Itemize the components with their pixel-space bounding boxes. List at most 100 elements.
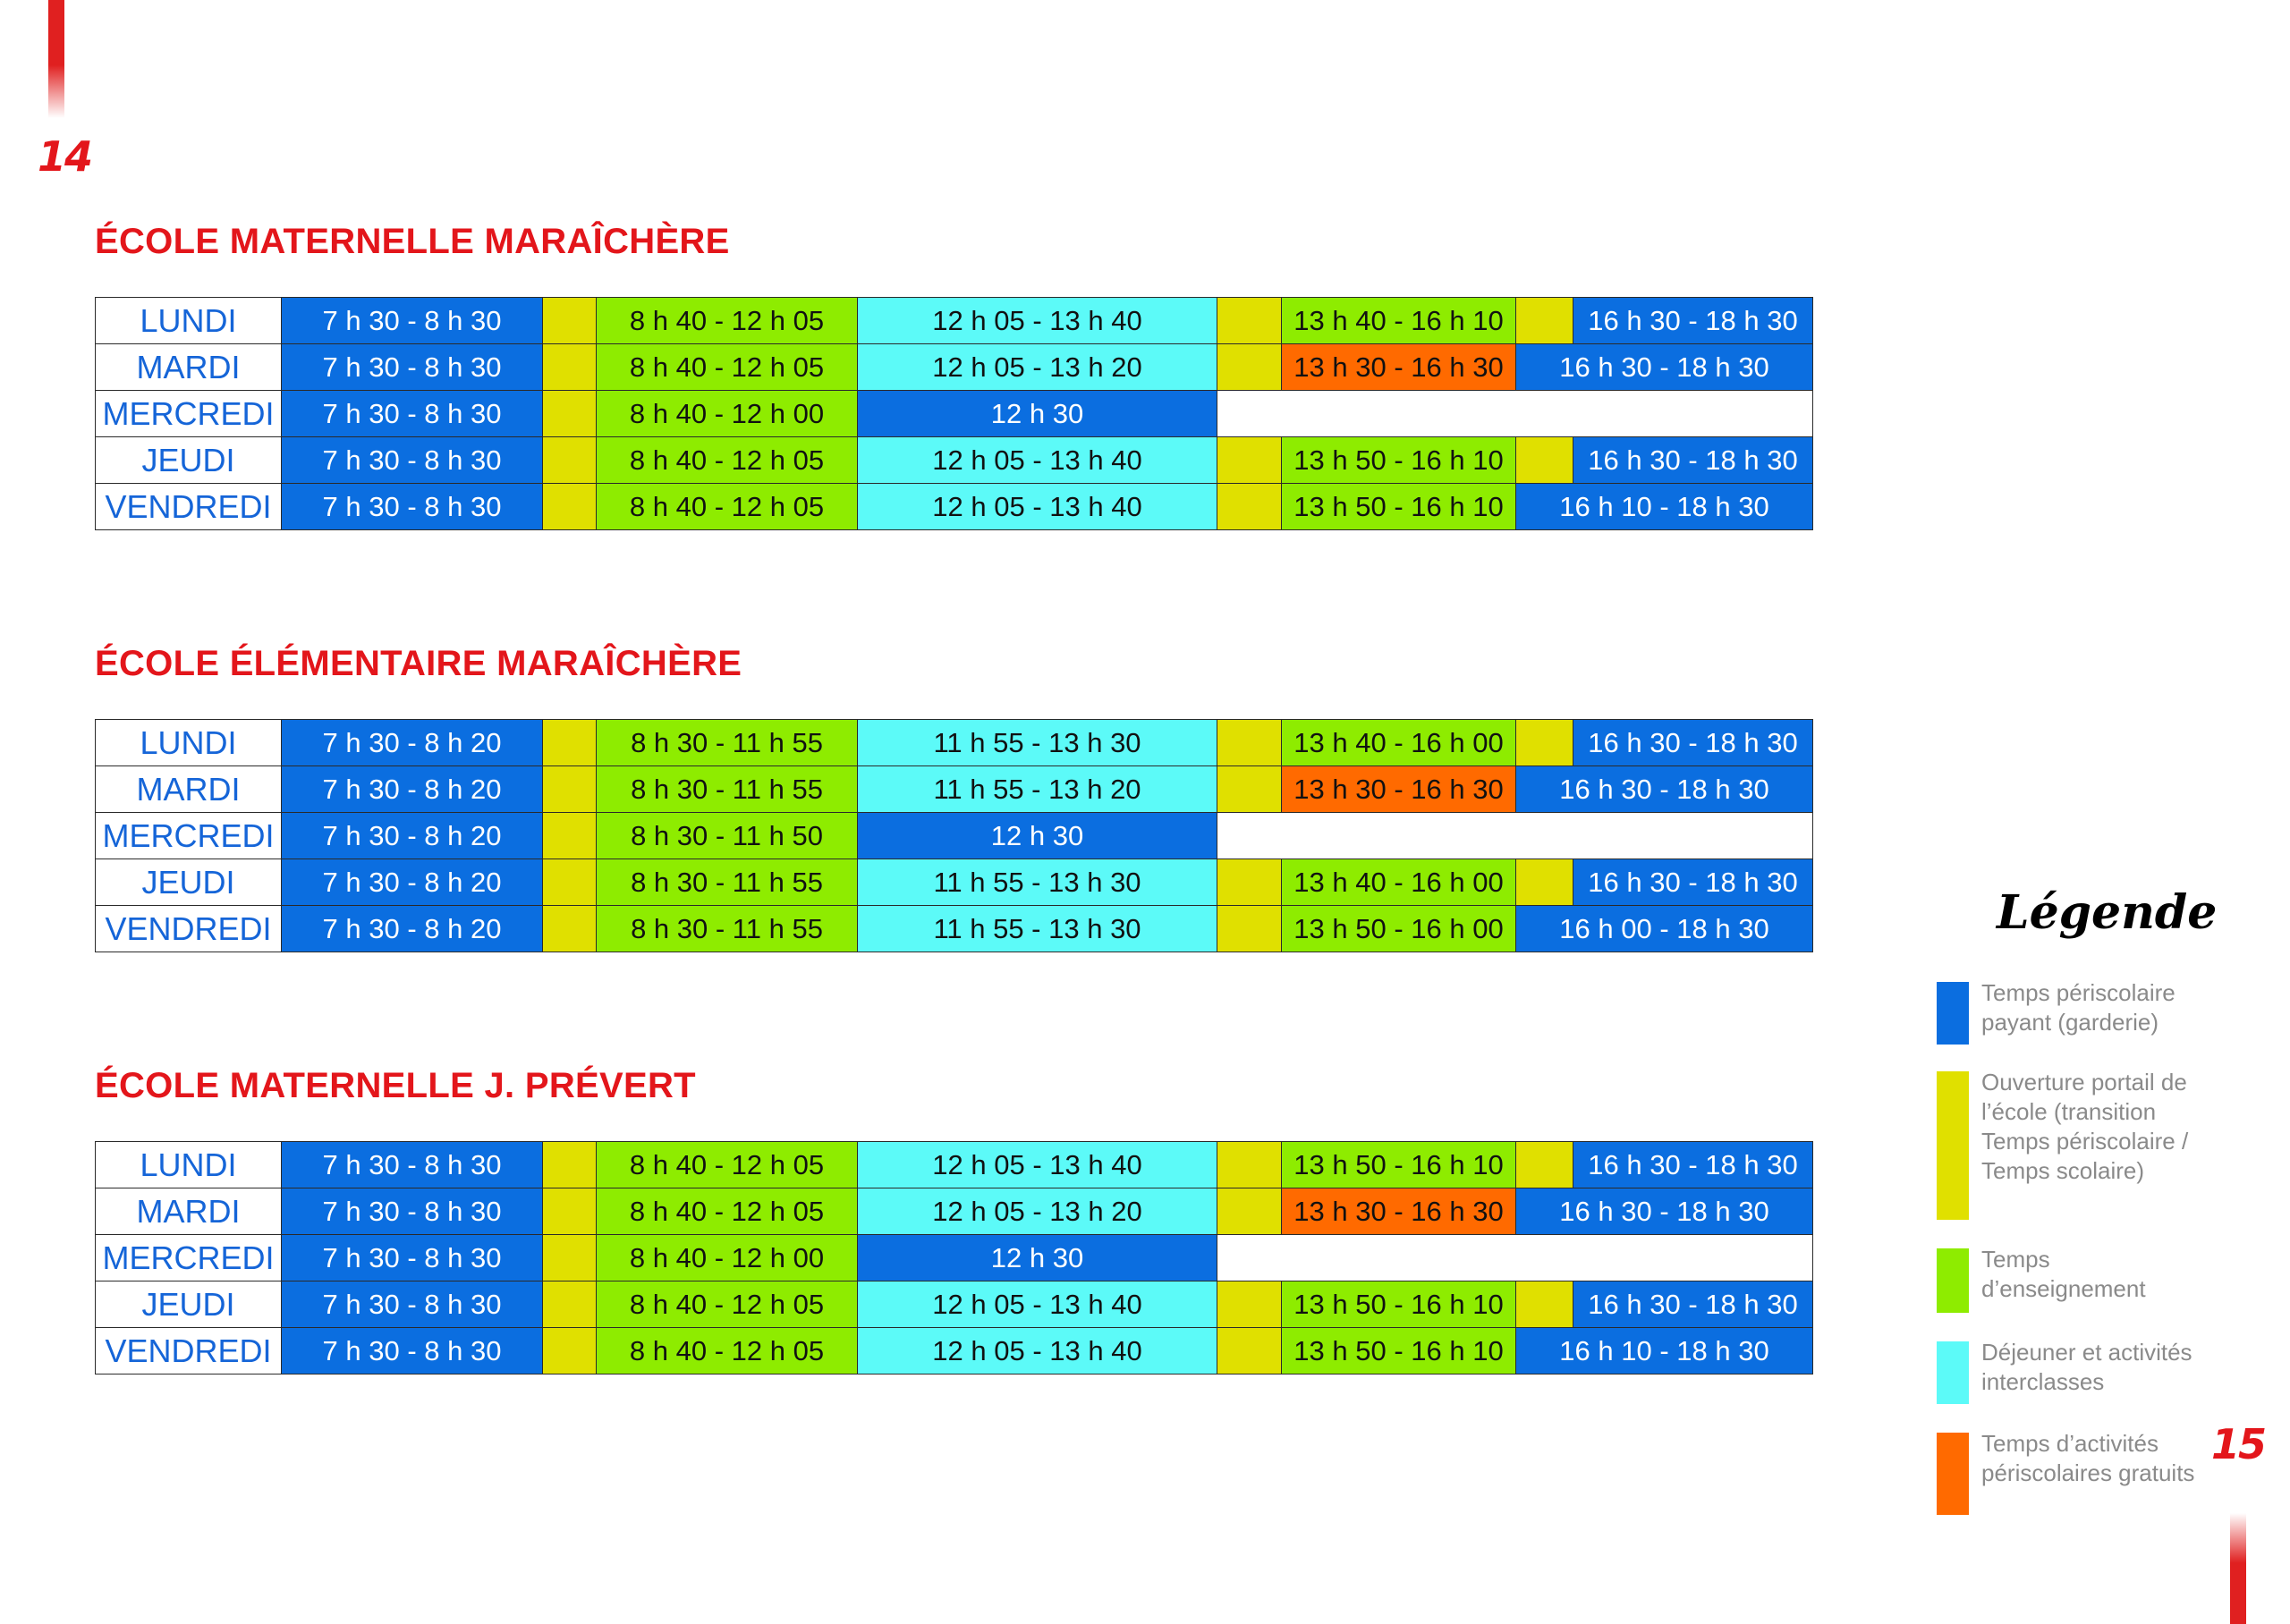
school-title: ÉCOLE ÉLÉMENTAIRE MARAÎCHÈRE <box>95 644 742 683</box>
lunch-cell: 12 h 05 - 13 h 20 <box>857 343 1217 391</box>
gate-opening-cell <box>1217 343 1282 391</box>
gate-opening-cell <box>542 859 597 906</box>
afternoon-cell: 13 h 40 - 16 h 10 <box>1281 297 1516 344</box>
gate-opening-cell <box>542 1234 597 1281</box>
schedule-row: VENDREDI 7 h 30 - 8 h 30 8 h 40 - 12 h 05 1… <box>95 483 1813 530</box>
school-title: ÉCOLE MATERNELLE J. PRÉVERT <box>95 1066 696 1105</box>
morning-care-cell: 7 h 30 - 8 h 20 <box>281 905 543 952</box>
afternoon-cell: 13 h 50 - 16 h 10 <box>1281 436 1516 484</box>
noon-pickup-cell: 12 h 30 <box>857 812 1217 859</box>
morning-care-cell: 7 h 30 - 8 h 20 <box>281 859 543 906</box>
morning-care-cell: 7 h 30 - 8 h 30 <box>281 343 543 391</box>
evening-care-cell: 16 h 30 - 18 h 30 <box>1573 436 1813 484</box>
evening-care-cell: 16 h 00 - 18 h 30 <box>1515 905 1813 952</box>
legend-label: Déjeuner et activités interclasses <box>1981 1339 2192 1395</box>
legend-swatch <box>1937 1071 1969 1220</box>
top-red-bar <box>48 0 64 118</box>
schedule-row: JEUDI 7 h 30 - 8 h 30 8 h 40 - 12 h 05 12 h… <box>95 436 1813 484</box>
page-number-right: 15 <box>2211 1420 2267 1468</box>
day-cell: MARDI <box>95 343 282 391</box>
schedule-row: MERCREDI 7 h 30 - 8 h 20 8 h 30 - 11 h 50 1… <box>95 812 1813 859</box>
schedule-row: VENDREDI 7 h 30 - 8 h 30 8 h 40 - 12 h 05 1… <box>95 1327 1813 1374</box>
teaching-cell: 8 h 40 - 12 h 05 <box>596 1141 858 1188</box>
lunch-cell: 12 h 05 - 13 h 40 <box>857 1281 1217 1328</box>
gate-opening-cell <box>1217 1327 1282 1374</box>
schedule-table: LUNDI 7 h 30 - 8 h 20 8 h 30 - 11 h 55 11 h… <box>95 719 1813 952</box>
day-cell: VENDREDI <box>95 905 282 952</box>
teaching-cell: 8 h 30 - 11 h 55 <box>596 905 858 952</box>
morning-care-cell: 7 h 30 - 8 h 30 <box>281 390 543 437</box>
empty-cell <box>1217 1234 1813 1281</box>
morning-care-cell: 7 h 30 - 8 h 20 <box>281 719 543 766</box>
empty-cell <box>1217 390 1813 437</box>
gate-opening-cell <box>542 483 597 530</box>
evening-care-cell: 16 h 30 - 18 h 30 <box>1515 765 1813 813</box>
afternoon-cell: 13 h 40 - 16 h 00 <box>1281 859 1516 906</box>
lunch-cell: 12 h 05 - 13 h 40 <box>857 1327 1217 1374</box>
lunch-cell: 11 h 55 - 13 h 20 <box>857 765 1217 813</box>
gate-opening-cell <box>1515 719 1573 766</box>
day-cell: JEUDI <box>95 436 282 484</box>
evening-care-cell: 16 h 30 - 18 h 30 <box>1515 343 1813 391</box>
legend-swatch <box>1937 982 1969 1045</box>
gate-opening-cell <box>542 436 597 484</box>
morning-care-cell: 7 h 30 - 8 h 30 <box>281 483 543 530</box>
gate-opening-cell <box>1515 1141 1573 1188</box>
legend-title: Légende <box>1997 885 2218 940</box>
teaching-cell: 8 h 30 - 11 h 55 <box>596 859 858 906</box>
afternoon-cell: 13 h 40 - 16 h 00 <box>1281 719 1516 766</box>
gate-opening-cell <box>542 1188 597 1235</box>
day-cell: VENDREDI <box>95 483 282 530</box>
teaching-cell: 8 h 40 - 12 h 05 <box>596 343 858 391</box>
gate-opening-cell <box>542 905 597 952</box>
gate-opening-cell <box>542 765 597 813</box>
evening-care-cell: 16 h 10 - 18 h 30 <box>1515 483 1813 530</box>
bottom-red-bar <box>2230 1513 2246 1624</box>
teaching-cell: 8 h 40 - 12 h 05 <box>596 1188 858 1235</box>
teaching-cell: 8 h 40 - 12 h 05 <box>596 483 858 530</box>
gate-opening-cell <box>1217 719 1282 766</box>
morning-care-cell: 7 h 30 - 8 h 30 <box>281 1188 543 1235</box>
schedule-row: JEUDI 7 h 30 - 8 h 20 8 h 30 - 11 h 55 11 h… <box>95 859 1813 906</box>
gate-opening-cell <box>1515 436 1573 484</box>
legend-swatch <box>1937 1341 1969 1404</box>
gate-opening-cell <box>1217 297 1282 344</box>
teaching-cell: 8 h 40 - 12 h 05 <box>596 1327 858 1374</box>
evening-care-cell: 16 h 30 - 18 h 30 <box>1573 297 1813 344</box>
evening-care-cell: 16 h 30 - 18 h 30 <box>1515 1188 1813 1235</box>
gate-opening-cell <box>542 390 597 437</box>
schedule-table: LUNDI 7 h 30 - 8 h 30 8 h 40 - 12 h 05 12 h… <box>95 297 1813 530</box>
evening-care-cell: 16 h 10 - 18 h 30 <box>1515 1327 1813 1374</box>
legend-label: Ouverture portail de l’école (transition… <box>1981 1069 2189 1184</box>
teaching-cell: 8 h 30 - 11 h 55 <box>596 719 858 766</box>
afternoon-cell: 13 h 50 - 16 h 10 <box>1281 1281 1516 1328</box>
schedule-row: MERCREDI 7 h 30 - 8 h 30 8 h 40 - 12 h 00 1… <box>95 1234 1813 1281</box>
day-cell: MERCREDI <box>95 390 282 437</box>
lunch-cell: 11 h 55 - 13 h 30 <box>857 859 1217 906</box>
gate-opening-cell <box>1217 1188 1282 1235</box>
schedule-row: MARDI 7 h 30 - 8 h 30 8 h 40 - 12 h 05 12 h… <box>95 1188 1813 1235</box>
gate-opening-cell <box>1515 297 1573 344</box>
legend-swatch <box>1937 1433 1969 1515</box>
gate-opening-cell <box>542 343 597 391</box>
lunch-cell: 12 h 05 - 13 h 40 <box>857 483 1217 530</box>
schedule-row: LUNDI 7 h 30 - 8 h 20 8 h 30 - 11 h 55 11 h… <box>95 719 1813 766</box>
lunch-cell: 11 h 55 - 13 h 30 <box>857 905 1217 952</box>
day-cell: LUNDI <box>95 719 282 766</box>
lunch-cell: 12 h 05 - 13 h 20 <box>857 1188 1217 1235</box>
morning-care-cell: 7 h 30 - 8 h 20 <box>281 765 543 813</box>
teaching-cell: 8 h 40 - 12 h 00 <box>596 1234 858 1281</box>
teaching-cell: 8 h 30 - 11 h 50 <box>596 812 858 859</box>
page-number-left: 14 <box>38 132 93 181</box>
gate-opening-cell <box>1515 859 1573 906</box>
schedule-row: MARDI 7 h 30 - 8 h 30 8 h 40 - 12 h 05 12 h… <box>95 343 1813 391</box>
gate-opening-cell <box>542 1281 597 1328</box>
legend-label: Temps d’activités périscolaires gratuits <box>1981 1430 2195 1486</box>
morning-care-cell: 7 h 30 - 8 h 30 <box>281 1234 543 1281</box>
teaching-cell: 8 h 40 - 12 h 00 <box>596 390 858 437</box>
noon-pickup-cell: 12 h 30 <box>857 390 1217 437</box>
morning-care-cell: 7 h 30 - 8 h 20 <box>281 812 543 859</box>
gate-opening-cell <box>542 719 597 766</box>
afternoon-cell: 13 h 30 - 16 h 30 <box>1281 1188 1516 1235</box>
schedule-table: LUNDI 7 h 30 - 8 h 30 8 h 40 - 12 h 05 12 h… <box>95 1141 1813 1374</box>
